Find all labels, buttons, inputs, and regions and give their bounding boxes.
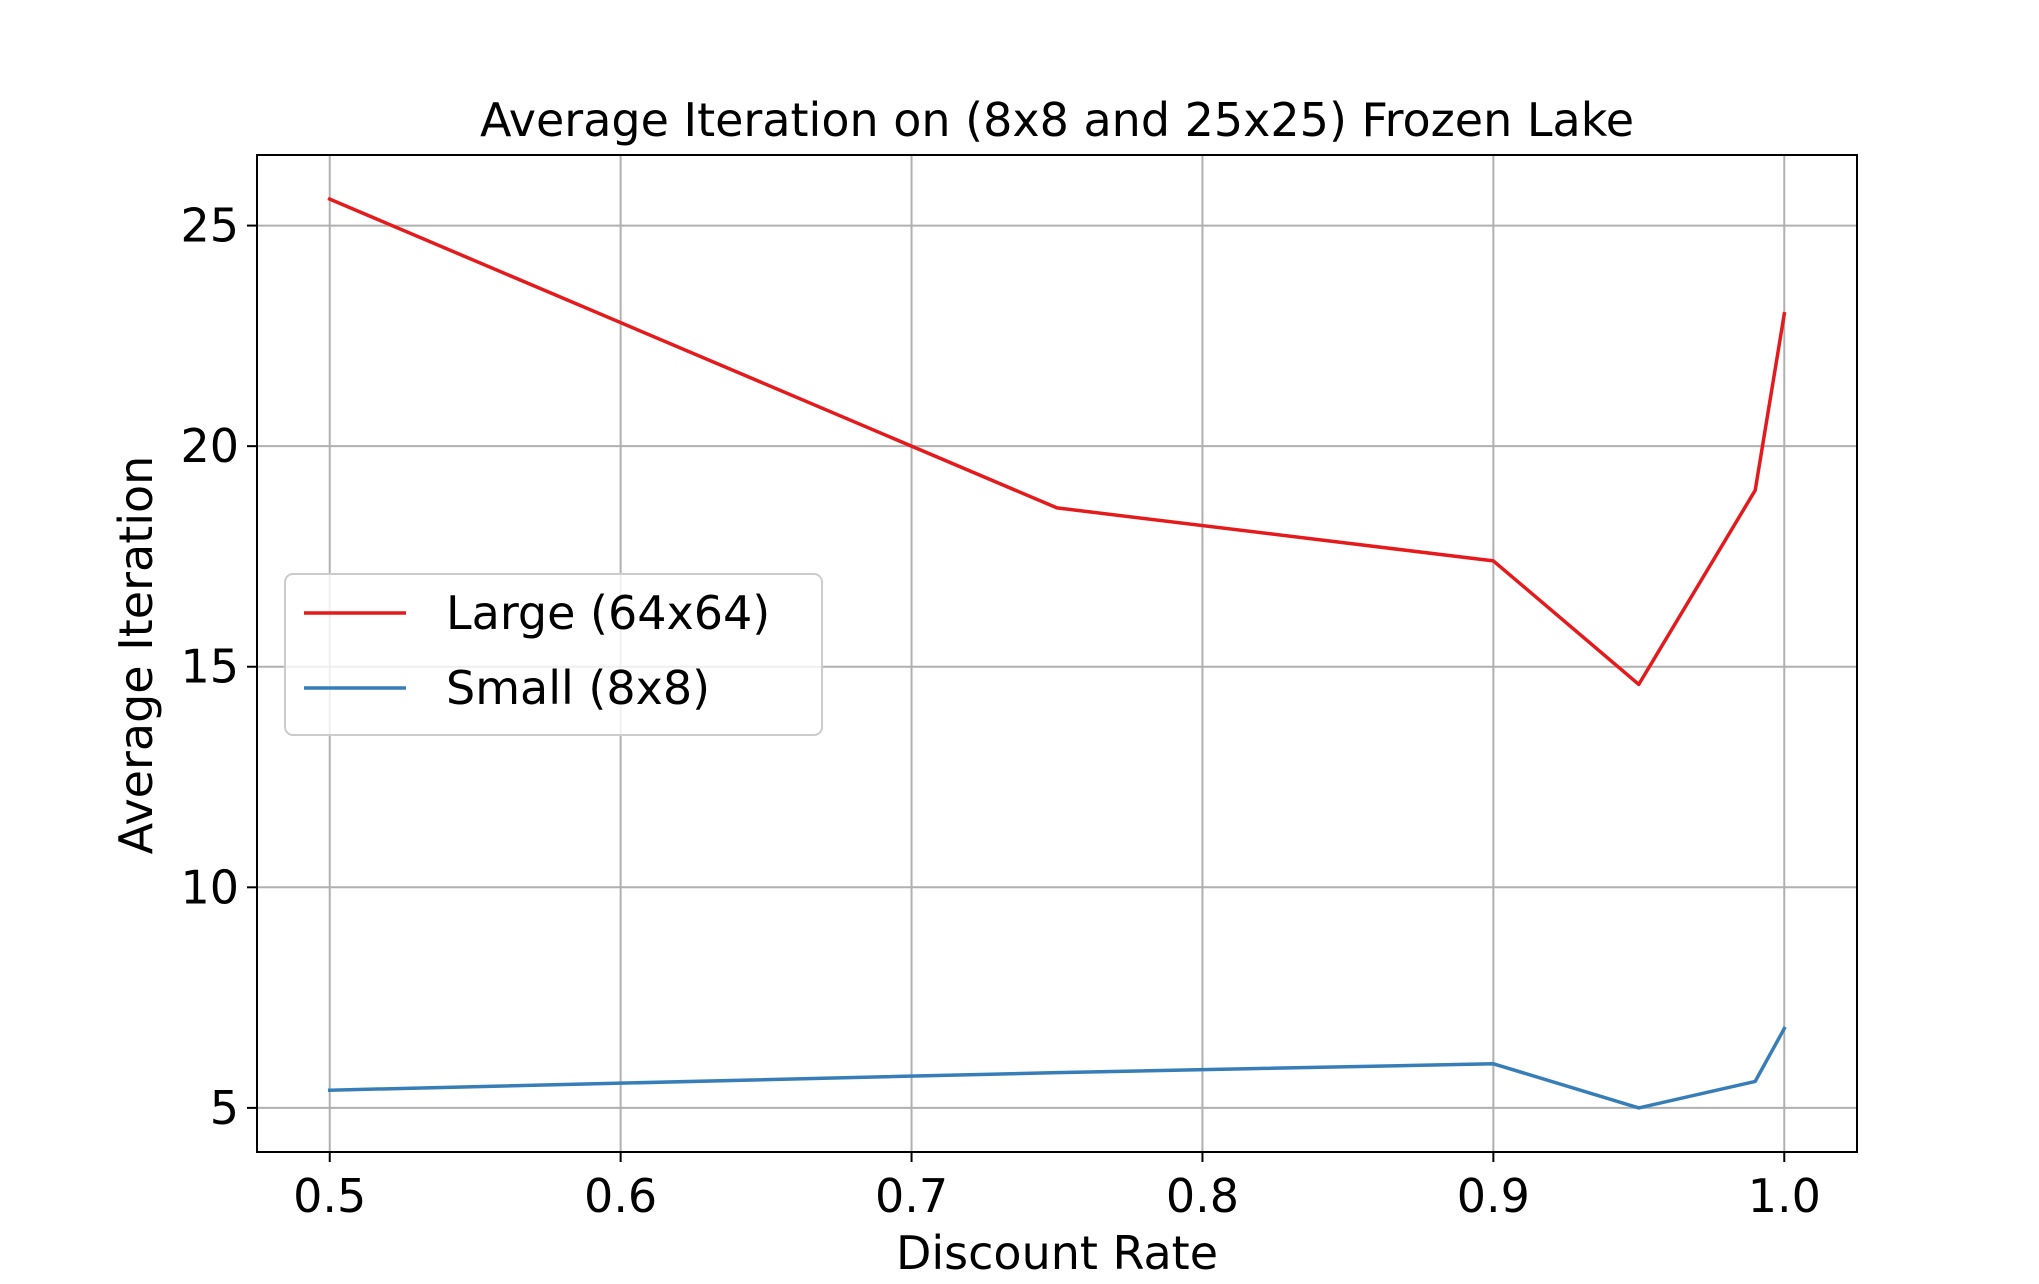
series-line-small bbox=[327, 1026, 1787, 1110]
y-tick-label: 25 bbox=[180, 199, 239, 253]
x-tick-label: 0.8 bbox=[1166, 1169, 1239, 1223]
legend-label-small: Small (8x8) bbox=[446, 661, 710, 715]
y-axis-label: Average Iteration bbox=[109, 456, 163, 855]
series-lines bbox=[327, 196, 1787, 1110]
legend-label-large: Large (64x64) bbox=[446, 586, 770, 640]
x-tick-label: 0.5 bbox=[293, 1169, 366, 1223]
x-axis-label: Discount Rate bbox=[896, 1226, 1218, 1280]
y-tick-label: 10 bbox=[180, 860, 239, 914]
chart-title: Average Iteration on (8x8 and 25x25) Fro… bbox=[480, 93, 1634, 147]
x-axis-ticks: 0.5 0.6 0.7 0.8 0.9 1.0 bbox=[293, 1152, 1821, 1223]
y-tick-label: 20 bbox=[180, 419, 239, 473]
x-tick-label: 0.6 bbox=[584, 1169, 657, 1223]
x-tick-label: 1.0 bbox=[1748, 1169, 1821, 1223]
x-tick-label: 0.9 bbox=[1457, 1169, 1530, 1223]
plot-area-frame bbox=[256, 154, 1858, 1153]
legend-box bbox=[284, 573, 823, 736]
x-tick-label: 0.7 bbox=[875, 1169, 948, 1223]
y-tick-label: 15 bbox=[180, 640, 239, 694]
y-axis-ticks: 5 10 15 20 25 bbox=[180, 199, 257, 1135]
y-tick-label: 5 bbox=[210, 1081, 239, 1135]
series-line-large bbox=[327, 196, 1787, 687]
legend: Large (64x64) Small (8x8) bbox=[284, 573, 823, 736]
